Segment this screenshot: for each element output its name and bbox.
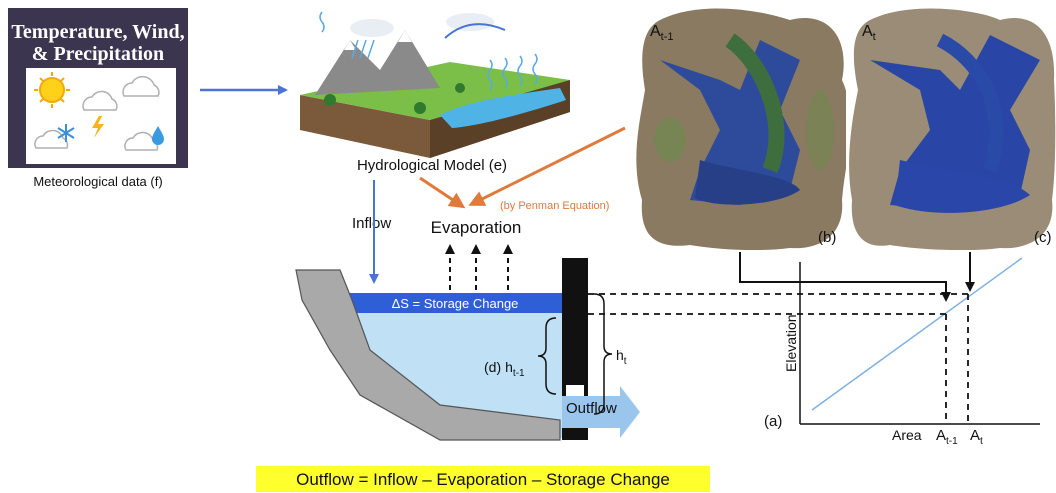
satellite-left-to-curve-connector [739,252,951,302]
evaporation-arrows [445,244,513,290]
lightning-icon [92,116,104,138]
height-previous-label: (d) ht-1 [484,359,525,379]
hydrological-model-caption: Hydrological Model (e) [357,157,507,174]
model-to-evaporation-arrow [419,176,466,209]
raindrop-icon [152,126,164,145]
curve-line [811,257,1023,411]
reservoir-cross-section: ΔS = Storage Change [295,258,588,441]
outflow-label: Outflow [566,400,617,417]
projection-lines [588,293,969,424]
meteo-title-line1: Temperature, Wind, [11,21,184,43]
curve-ylabel: Elevation [783,314,799,372]
sun-icon [34,72,70,108]
water-balance-equation: Outflow = Inflow – Evaporation – Storage… [296,470,670,489]
snowflake-icon [57,124,75,142]
curve-xtick-current: At [970,427,983,447]
meteorological-panel: Temperature, Wind, & Precipitation [8,8,188,189]
satellite-to-evaporation-arrow [468,126,626,206]
penman-note: (by Penman Equation) [500,200,609,212]
area-elevation-curve: Elevation Area At-1 At (a) [764,257,1040,447]
height-current-label: ht [616,347,627,367]
satellite-image-previous: At-1 (b) [636,8,846,250]
reservoir-bank [295,269,561,441]
equation-highlight [256,466,710,492]
storage-change-band [348,293,562,313]
evaporation-label: Evaporation [431,218,522,237]
curve-xlabel: Area [892,427,922,443]
reservoir-water [338,310,562,438]
meteo-title-line2: & Precipitation [32,43,164,65]
meteo-caption: Meteorological data (f) [33,174,162,189]
satellite-right-tag: (c) [1034,229,1052,246]
satellite-left-label: At-1 [650,23,674,43]
hydrological-model-illustration [300,11,570,158]
curve-tag: (a) [764,413,782,430]
brace-current-height [593,293,613,415]
satellite-image-current: At (c) [848,8,1056,250]
curve-xtick-previous: At-1 [936,427,958,447]
inflow-label: Inflow [352,215,391,232]
satellite-left-tag: (b) [818,229,836,246]
satellite-right-label: At [862,23,876,43]
brace-previous-height [537,317,557,395]
storage-change-label: ΔS = Storage Change [392,296,519,311]
